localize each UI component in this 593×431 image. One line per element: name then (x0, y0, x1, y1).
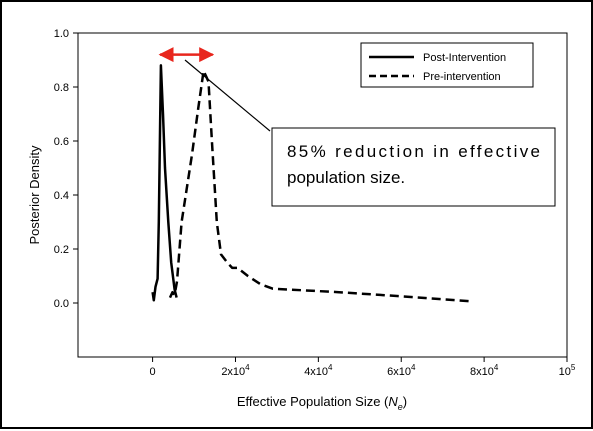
x-axis-title: Effective Population Size (Ne) (237, 394, 407, 412)
callout-leader-line (184, 59, 271, 132)
x-tick-label: 105 (559, 363, 576, 378)
y-tick-label: 0.6 (54, 136, 69, 148)
legend: Post-Intervention Pre-intervention (360, 42, 534, 88)
y-tick-label: 0.0 (54, 298, 69, 310)
legend-box (360, 42, 534, 88)
y-tick-label: 0.8 (54, 82, 69, 94)
x-axis-title-subscript: e (398, 402, 403, 412)
y-axis-title: Posterior Density (27, 145, 42, 244)
legend-label-post-intervention: Post-Intervention (423, 52, 506, 64)
y-axis: 0.0 0.2 0.4 0.6 0.8 1.0 (54, 28, 78, 310)
x-tick-label: 2x104 (221, 363, 250, 378)
x-axis-title-symbol: N (388, 394, 398, 409)
x-tick-label: 0 (150, 366, 156, 378)
legend-label-pre-intervention: Pre-intervention (423, 71, 501, 83)
series-layer (151, 64, 472, 303)
y-tick-label: 0.2 (54, 244, 69, 256)
callout-box (271, 127, 556, 207)
x-tick-label: 4x104 (304, 363, 333, 378)
x-tick-label: 8x104 (470, 363, 499, 378)
y-tick-label: 0.4 (54, 190, 69, 202)
x-axis-title-main: Effective Population Size ( (237, 394, 389, 409)
x-axis: 0 2x104 4x104 6x104 8x104 105 (150, 357, 576, 378)
y-tick-label: 1.0 (54, 28, 69, 40)
x-tick-label: 6x104 (387, 363, 416, 378)
callout-text: 85% reduction in effective population si… (287, 142, 547, 187)
series-line-pre-intervention (168, 69, 472, 303)
x-axis-title-suffix: ) (403, 394, 407, 409)
series-line-post-intervention (151, 64, 178, 302)
